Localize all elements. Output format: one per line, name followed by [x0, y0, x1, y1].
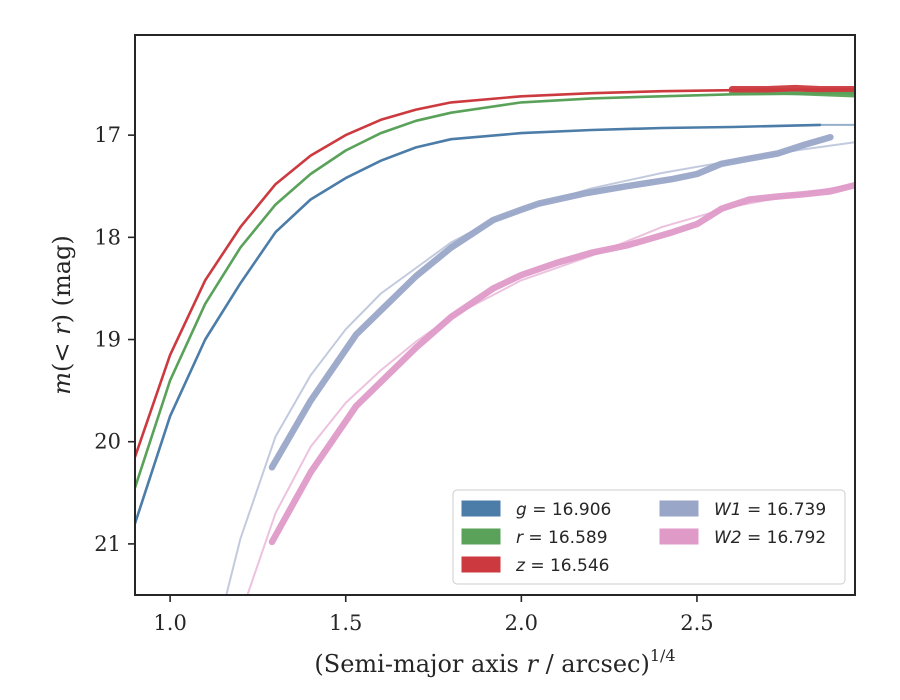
x-tick-label: 1.0 [153, 611, 186, 635]
x-tick-label: 1.5 [329, 611, 362, 635]
legend-label-w1: W1 = 16.739 [714, 500, 826, 520]
legend-label-w2: W2 = 16.792 [714, 528, 826, 548]
x-tick-label: 2.0 [505, 611, 538, 635]
legend-box [452, 489, 846, 585]
legend-swatch-w1 [659, 500, 699, 517]
series-line-w1-model [225, 141, 855, 595]
legend-label-r: r = 16.589 [516, 528, 608, 548]
y-tick-label: 19 [94, 328, 121, 352]
legend-swatch-w2 [659, 528, 699, 545]
legend-swatch-z [461, 556, 501, 573]
plot-frame [134, 34, 856, 596]
x-axis: 1.0 1.5 2.0 2.5 [153, 595, 714, 635]
y-tick-label: 21 [94, 532, 121, 556]
series-line-w2 [268, 181, 855, 546]
series-line-z [135, 87, 855, 459]
series-layer [135, 84, 855, 595]
y-tick-label: 18 [94, 225, 121, 249]
series-line-g [135, 123, 822, 525]
legend-label-g: g = 16.906 [516, 500, 611, 520]
x-axis-label: (Semi-major axis r / arcsec)1/4 [314, 646, 675, 678]
legend-swatch-g [461, 500, 501, 517]
y-axis: 17 18 19 20 21 [94, 123, 135, 556]
x-tick-label: 2.5 [680, 611, 713, 635]
y-tick-label: 20 [94, 430, 121, 454]
legend-label-z: z = 16.546 [515, 556, 609, 576]
legend-swatch-r [461, 528, 501, 545]
y-axis-label: m(< r) (mag) [48, 235, 76, 395]
series-line-r [135, 91, 855, 490]
series-line-w1 [268, 133, 834, 471]
y-tick-label: 17 [94, 123, 121, 147]
legend: g = 16.906 r = 16.589 z = 16.546 W1 = 16.73… [452, 489, 846, 585]
